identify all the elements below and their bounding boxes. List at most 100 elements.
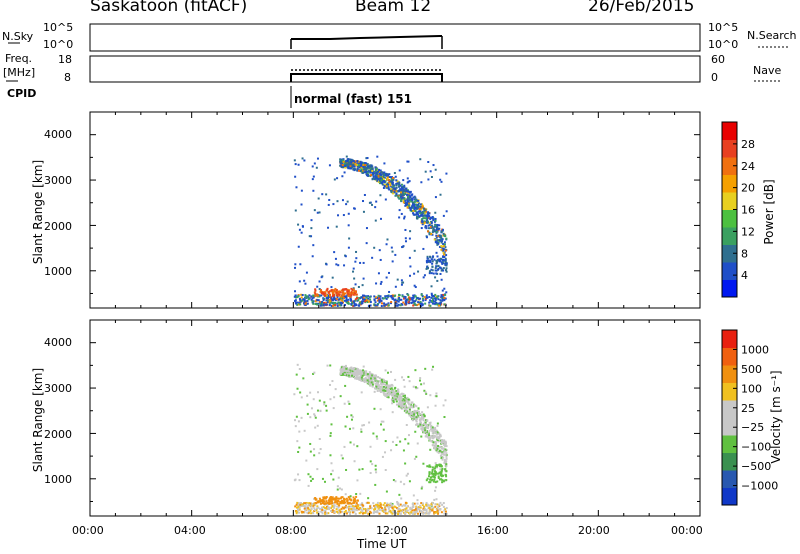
echo-cell: [294, 294, 297, 297]
echo-cell: [369, 295, 372, 298]
echo-cell: [304, 301, 307, 304]
echo-cell: [390, 296, 393, 299]
echo-cell: [431, 436, 434, 439]
echo-cell: [421, 206, 424, 209]
echo-cell: [445, 507, 448, 510]
echo-cell: [395, 302, 398, 305]
echo-cell: [413, 416, 416, 419]
echo-cell: [410, 507, 413, 510]
echo-cell: [412, 512, 415, 515]
echo-cell: [323, 480, 326, 483]
echo-cell: [442, 251, 445, 254]
echo-cell: [336, 294, 339, 297]
echo-cell: [438, 245, 441, 248]
echo-cell: [438, 465, 441, 468]
echo-cell: [295, 510, 298, 513]
echo-cell: [393, 396, 396, 399]
echo-cell: [352, 287, 355, 290]
echo-cell: [421, 220, 424, 223]
echo-cell: [365, 227, 368, 230]
echo-cell: [343, 366, 346, 369]
echo-cell: [412, 385, 415, 388]
echo-cell: [365, 377, 368, 380]
echo-cell: [413, 502, 416, 505]
echo-cell: [422, 299, 425, 302]
echo-cell: [414, 196, 417, 199]
echo-cell: [398, 398, 401, 401]
echo-cell: [299, 503, 302, 506]
echo-cell: [432, 475, 435, 478]
colorbar-tick-label: 24: [741, 160, 755, 173]
echo-cell: [310, 295, 313, 298]
echo-cell: [432, 272, 435, 275]
echo-cell: [361, 505, 364, 508]
echo-cell: [383, 174, 386, 177]
echo-cell: [318, 452, 321, 455]
echo-cell: [310, 507, 313, 510]
echo-cell: [395, 186, 398, 189]
echo-cell: [343, 264, 346, 267]
echo-cell: [350, 303, 353, 306]
echo-cell: [382, 297, 385, 300]
echo-cell: [406, 472, 409, 475]
echo-cell: [370, 376, 373, 379]
echo-cell: [333, 498, 336, 501]
echo-cell: [403, 399, 406, 402]
echo-cell: [372, 378, 375, 381]
echo-cell: [402, 297, 405, 300]
echo-cell: [339, 497, 342, 500]
echo-cell: [377, 376, 380, 379]
echo-cell: [430, 296, 433, 299]
echo-cell: [445, 470, 448, 473]
echo-cell: [366, 373, 369, 376]
echo-cell: [316, 409, 319, 412]
echo-cell: [401, 403, 404, 406]
echo-cell: [440, 447, 443, 450]
echo-cell: [351, 159, 354, 162]
echo-cell: [426, 503, 429, 506]
echo-cell: [426, 212, 429, 215]
echo-cell: [297, 511, 300, 514]
echo-cell: [321, 193, 324, 196]
echo-cell: [304, 296, 307, 299]
echo-cell: [357, 370, 360, 373]
echo-cell: [314, 497, 317, 500]
echo-cell: [406, 293, 409, 296]
echo-cell: [348, 427, 351, 430]
echo-cell: [433, 300, 436, 303]
echo-cell: [392, 401, 395, 404]
echo-cell: [399, 400, 402, 403]
echo-cell: [295, 186, 298, 189]
echo-cell: [325, 512, 328, 515]
echo-cell: [423, 427, 426, 430]
echo-cell: [440, 470, 443, 473]
echo-cell: [345, 367, 348, 370]
freq-trace: [290, 73, 443, 82]
echo-cell: [313, 371, 316, 374]
echo-cell: [381, 455, 384, 458]
velocity-ytick-3000: 3000: [44, 382, 72, 395]
echo-cell: [407, 160, 410, 163]
xtick-1: 04:00: [174, 524, 206, 537]
echo-cell: [382, 420, 385, 423]
echo-cell: [316, 468, 319, 471]
echo-cell: [330, 289, 333, 292]
echo-cell: [298, 430, 301, 433]
echo-cell: [369, 167, 372, 170]
echo-cell: [323, 509, 326, 512]
echo-cell: [317, 391, 320, 394]
echo-cell: [326, 503, 329, 506]
echo-cell: [373, 504, 376, 507]
echo-cell: [431, 472, 434, 475]
echo-cell: [406, 205, 409, 208]
echo-cell: [355, 375, 358, 378]
echo-cell: [444, 399, 447, 402]
echo-cell: [445, 172, 448, 175]
echo-cell: [430, 232, 433, 235]
echo-cell: [436, 239, 439, 242]
echo-cell: [355, 377, 358, 380]
echo-cell: [422, 431, 425, 434]
power-ytick-3000: 3000: [44, 174, 72, 187]
echo-cell: [441, 299, 444, 302]
echo-cell: [436, 431, 439, 434]
